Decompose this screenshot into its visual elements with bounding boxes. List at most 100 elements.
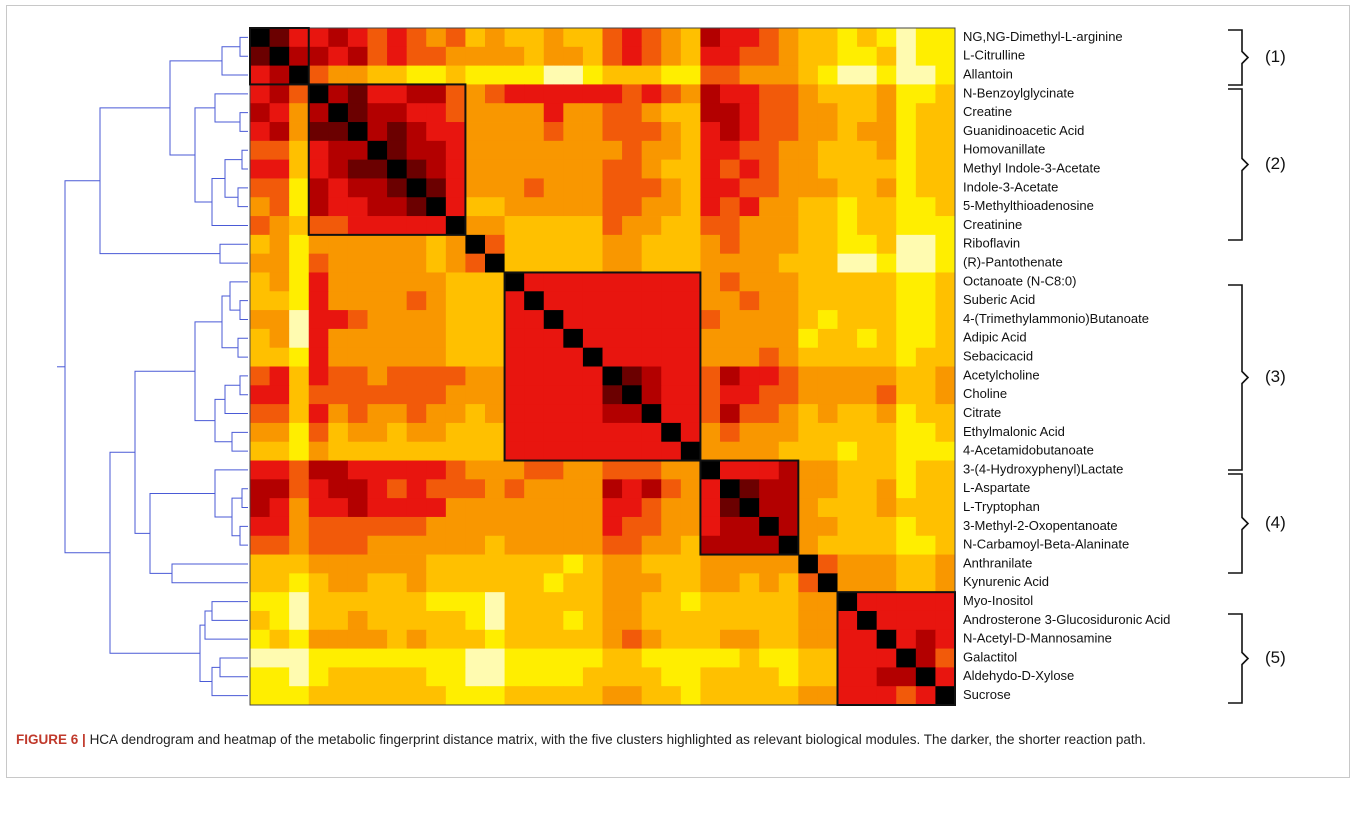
heatmap-cell (347, 460, 368, 480)
figure: NG,NG-Dimethyl-L-arginine L-Citrulline All… (57, 27, 1286, 707)
heatmap-cell (915, 28, 936, 48)
heatmap-cell (876, 253, 897, 273)
heatmap-cell (739, 554, 760, 574)
heatmap-cell (915, 197, 936, 217)
heatmap-cell (289, 516, 310, 537)
heatmap-cell (935, 347, 956, 367)
heatmap-cell (759, 460, 780, 480)
heatmap-cell (269, 234, 290, 255)
heatmap-cell (387, 648, 408, 668)
heatmap-cell (504, 347, 525, 367)
heatmap-cell (857, 648, 878, 668)
heatmap-cell (269, 385, 290, 405)
heatmap-cell (308, 516, 329, 537)
heatmap-cell (426, 498, 447, 518)
heatmap-cell (700, 422, 721, 443)
heatmap-cell (700, 535, 721, 555)
heatmap-cell (347, 366, 368, 386)
heatmap-cell (739, 197, 760, 217)
heatmap-cell (367, 140, 388, 161)
heatmap-cell (857, 535, 878, 555)
heatmap-cell (798, 667, 819, 687)
heatmap-cell (543, 328, 564, 349)
heatmap-cell (759, 610, 780, 631)
heatmap-cell (563, 140, 584, 161)
heatmap-cell (778, 385, 799, 405)
heatmap-cell (837, 422, 858, 443)
heatmap-cell (563, 328, 584, 349)
row-label: 3-(4-Hydroxyphenyl)Lactate (963, 461, 1123, 476)
heatmap-cell (876, 347, 897, 367)
heatmap-cell (328, 554, 349, 574)
heatmap-cell (700, 479, 721, 499)
heatmap-cell (308, 479, 329, 499)
heatmap-cell (641, 65, 662, 85)
heatmap-cell (622, 197, 643, 217)
row-label: Citrate (963, 405, 1001, 420)
heatmap-cell (328, 347, 349, 367)
heatmap-cell (798, 253, 819, 273)
heatmap-cell (387, 667, 408, 687)
heatmap-cell (935, 592, 956, 612)
heatmap-cell (524, 178, 545, 198)
heatmap-cell (250, 84, 270, 104)
heatmap-cell (250, 234, 270, 255)
heatmap-cell (308, 216, 329, 236)
heatmap-cell (289, 441, 310, 461)
heatmap-cell (798, 629, 819, 649)
heatmap-cell (896, 404, 917, 424)
heatmap-cell (622, 460, 643, 480)
heatmap-cell (426, 441, 447, 461)
heatmap-cell (406, 65, 427, 85)
heatmap-cell (328, 328, 349, 349)
heatmap-cell (661, 291, 682, 311)
heatmap-cell (269, 592, 290, 612)
heatmap-cell (935, 328, 956, 349)
heatmap-cell (817, 460, 838, 480)
heatmap-cell (445, 272, 466, 292)
dendrogram-link (237, 337, 248, 358)
heatmap-cell (915, 216, 936, 236)
heatmap-cell (465, 46, 486, 67)
heatmap-cell (289, 122, 310, 142)
row-label: N-Acetyl-D-Mannosamine (963, 631, 1112, 646)
heatmap-cell (778, 479, 799, 499)
heatmap-cell (426, 686, 447, 706)
heatmap-cell (406, 441, 427, 461)
heatmap-cell (582, 573, 603, 593)
heatmap-cell (876, 84, 897, 104)
heatmap-cell (465, 178, 486, 198)
heatmap-cell (465, 535, 486, 555)
heatmap-cell (759, 366, 780, 386)
heatmap-cell (720, 216, 740, 236)
heatmap-cell (661, 686, 682, 706)
heatmap-cell (406, 328, 427, 349)
heatmap-cell (720, 366, 740, 386)
heatmap-cell (641, 366, 662, 386)
heatmap-cell (269, 65, 290, 85)
heatmap-cell (504, 592, 525, 612)
heatmap-cell (915, 573, 936, 593)
heatmap-cell (406, 479, 427, 499)
heatmap-cell (935, 46, 956, 67)
heatmap-cell (641, 648, 662, 668)
heatmap-cell (269, 197, 290, 217)
heatmap-cell (504, 441, 525, 461)
heatmap-cell (328, 592, 349, 612)
heatmap-cell (524, 310, 545, 330)
heatmap-cell (876, 498, 897, 518)
heatmap-cell (935, 234, 956, 255)
heatmap-cell (896, 347, 917, 367)
heatmap-cell (680, 234, 701, 255)
heatmap-cell (465, 667, 486, 687)
heatmap-cell (426, 65, 447, 85)
heatmap-cell (485, 404, 505, 424)
heatmap-cell (387, 328, 408, 349)
heatmap-cell (582, 253, 603, 273)
heatmap-cell (876, 573, 897, 593)
dendrogram-link (239, 375, 248, 396)
heatmap-cell (504, 197, 525, 217)
heatmap-cell (602, 592, 623, 612)
heatmap-cell (582, 46, 603, 67)
heatmap-cell (915, 385, 936, 405)
